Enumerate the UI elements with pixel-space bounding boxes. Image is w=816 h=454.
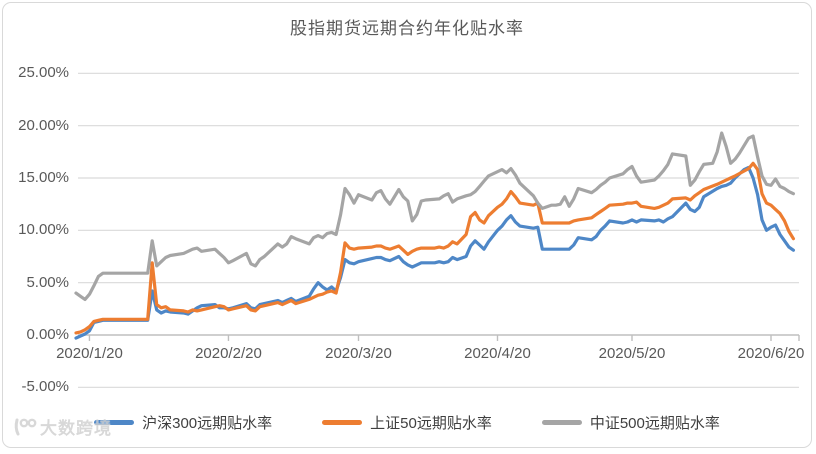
y-axis-label: 10.00%	[18, 221, 69, 239]
chart-legend: 沪深300远期贴水率 上证50远期贴水率 中证500远期贴水率	[3, 412, 811, 433]
legend-label: 沪深300远期贴水率	[142, 415, 273, 432]
x-axis-label: 2020/5/20	[598, 345, 666, 362]
futures-discount-chart: 股指期货远期合约年化贴水率 25.00% 20.00% 15.00% 10.00% 5.…	[2, 2, 812, 448]
y-axis-label: 20.00%	[18, 116, 69, 134]
series-line	[74, 161, 796, 335]
y-axis-label: 15.00%	[18, 168, 69, 186]
series-line	[74, 131, 796, 301]
y-axis-label: 0.00%	[26, 326, 69, 343]
legend-swatch	[541, 420, 582, 425]
legend-item: 上证50远期贴水率	[322, 412, 492, 433]
chart-title: 股指期货远期合约年化贴水率	[290, 19, 524, 38]
legend-item: 中证500远期贴水率	[541, 412, 720, 433]
legend-label: 上证50远期贴水率	[370, 415, 492, 432]
legend-swatch	[94, 420, 135, 425]
legend-swatch	[322, 420, 363, 425]
y-axis-label: 5.00%	[26, 273, 69, 291]
plot-area	[74, 72, 800, 388]
series-line	[74, 165, 796, 340]
legend-item: 沪深300远期贴水率	[94, 412, 272, 433]
x-axis-label: 2020/3/20	[325, 345, 392, 362]
legend-label: 中证500远期贴水率	[589, 415, 720, 432]
y-axis-label: -5.00%	[21, 378, 69, 396]
x-axis-label: 2020/6/20	[737, 345, 805, 362]
x-axis-label: 2020/1/20	[56, 345, 123, 362]
y-axis-label: 25.00%	[18, 64, 69, 82]
x-axis-label: 2020/4/20	[464, 345, 531, 362]
x-axis-label: 2020/2/20	[195, 345, 262, 362]
